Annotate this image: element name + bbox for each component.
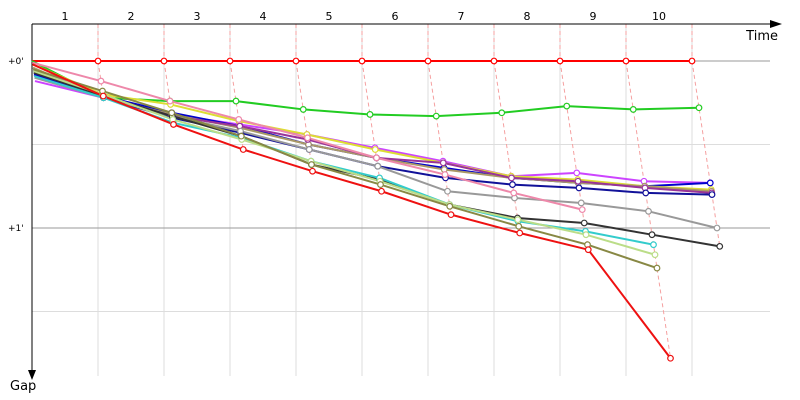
- data-point: [377, 181, 384, 188]
- lap-tick-label: 5: [326, 10, 333, 23]
- data-point: [509, 181, 516, 188]
- lap-tick-labels: 1 2 3 4 5 6 7 8 9 10: [62, 10, 667, 23]
- data-point: [713, 224, 721, 232]
- data-point: [170, 121, 177, 128]
- data-point: [166, 97, 174, 105]
- x-axis-arrow-icon: [770, 20, 782, 28]
- series-line: [32, 63, 672, 359]
- data-point: [168, 109, 176, 117]
- lap-tick-label: 1: [62, 10, 69, 23]
- data-point: [160, 57, 168, 65]
- data-point: [584, 246, 592, 254]
- lap-separator-slant: [493, 60, 521, 234]
- lap-tick-label: 8: [524, 10, 531, 23]
- data-point: [373, 154, 380, 162]
- data-point: [239, 146, 247, 153]
- data-point: [645, 207, 652, 215]
- data-point: [235, 116, 243, 123]
- data-point: [237, 132, 245, 140]
- data-point: [309, 167, 316, 175]
- data-point: [695, 104, 703, 112]
- data-point: [508, 174, 515, 182]
- data-point: [650, 241, 657, 249]
- data-point: [648, 231, 656, 239]
- data-point: [94, 57, 102, 65]
- y-tick-label: +1': [8, 224, 24, 234]
- y-axis-arrow-icon: [28, 370, 36, 380]
- data-point: [378, 187, 385, 195]
- data-point: [642, 189, 650, 197]
- series-lines: [31, 60, 720, 359]
- data-point: [226, 57, 234, 65]
- lap-separator-slant: [361, 60, 382, 192]
- data-point: [292, 57, 300, 65]
- data-point: [439, 159, 447, 167]
- data-point: [573, 169, 581, 177]
- data-point: [304, 134, 311, 142]
- data-point: [580, 219, 588, 227]
- data-point: [232, 97, 240, 105]
- y-tick-labels: +0' +1': [8, 57, 24, 234]
- lap-tick-label: 9: [590, 10, 597, 23]
- data-point: [629, 106, 637, 113]
- data-point: [574, 177, 582, 185]
- lap-tick-label: 6: [392, 10, 399, 23]
- data-point: [305, 146, 313, 153]
- series-points: [94, 57, 724, 362]
- data-point: [653, 264, 661, 272]
- y-axis-title: Gap: [10, 379, 36, 394]
- data-point: [432, 112, 440, 120]
- lap-tick-label: 10: [652, 10, 666, 23]
- data-point: [299, 106, 307, 113]
- data-point: [716, 242, 724, 250]
- lap-tick-label: 4: [260, 10, 267, 23]
- data-point: [708, 191, 716, 199]
- lap-separator-slant: [163, 60, 174, 125]
- lap-tick-label: 7: [458, 10, 465, 23]
- data-point: [510, 189, 518, 197]
- data-point: [441, 171, 449, 178]
- data-point: [490, 57, 498, 65]
- data-point: [578, 206, 586, 214]
- data-point: [582, 231, 590, 239]
- axes: Time Gap: [10, 20, 782, 394]
- lap-separator-slant: [295, 60, 313, 172]
- data-point: [424, 57, 432, 65]
- data-point: [563, 102, 571, 110]
- data-point: [498, 109, 506, 117]
- series-line: [32, 68, 658, 270]
- data-point: [556, 57, 564, 65]
- data-point: [577, 199, 585, 207]
- data-point: [371, 146, 379, 153]
- data-point: [374, 162, 382, 170]
- lap-separator-slant: [559, 60, 589, 250]
- data-point: [651, 251, 659, 259]
- data-point: [575, 184, 583, 192]
- data-point: [444, 187, 451, 195]
- data-point: [308, 161, 315, 168]
- data-point: [358, 57, 366, 65]
- data-point: [447, 211, 455, 219]
- data-point: [706, 179, 714, 187]
- data-point: [516, 229, 524, 237]
- grid: [32, 24, 770, 376]
- lap-separator-slant: [229, 60, 244, 150]
- data-point: [97, 77, 105, 85]
- data-point: [515, 222, 523, 230]
- data-point: [688, 57, 696, 65]
- data-point: [514, 216, 522, 224]
- lap-tick-label: 3: [194, 10, 201, 23]
- data-point: [446, 202, 454, 210]
- lap-separator-slant: [691, 60, 721, 247]
- x-axis-title: Time: [745, 29, 778, 44]
- lap-tick-label: 2: [128, 10, 135, 23]
- data-point: [99, 92, 107, 100]
- data-point: [667, 354, 674, 362]
- data-point: [366, 111, 374, 118]
- y-tick-label: +0': [8, 57, 24, 67]
- data-point: [622, 57, 630, 65]
- series-line: [33, 70, 656, 256]
